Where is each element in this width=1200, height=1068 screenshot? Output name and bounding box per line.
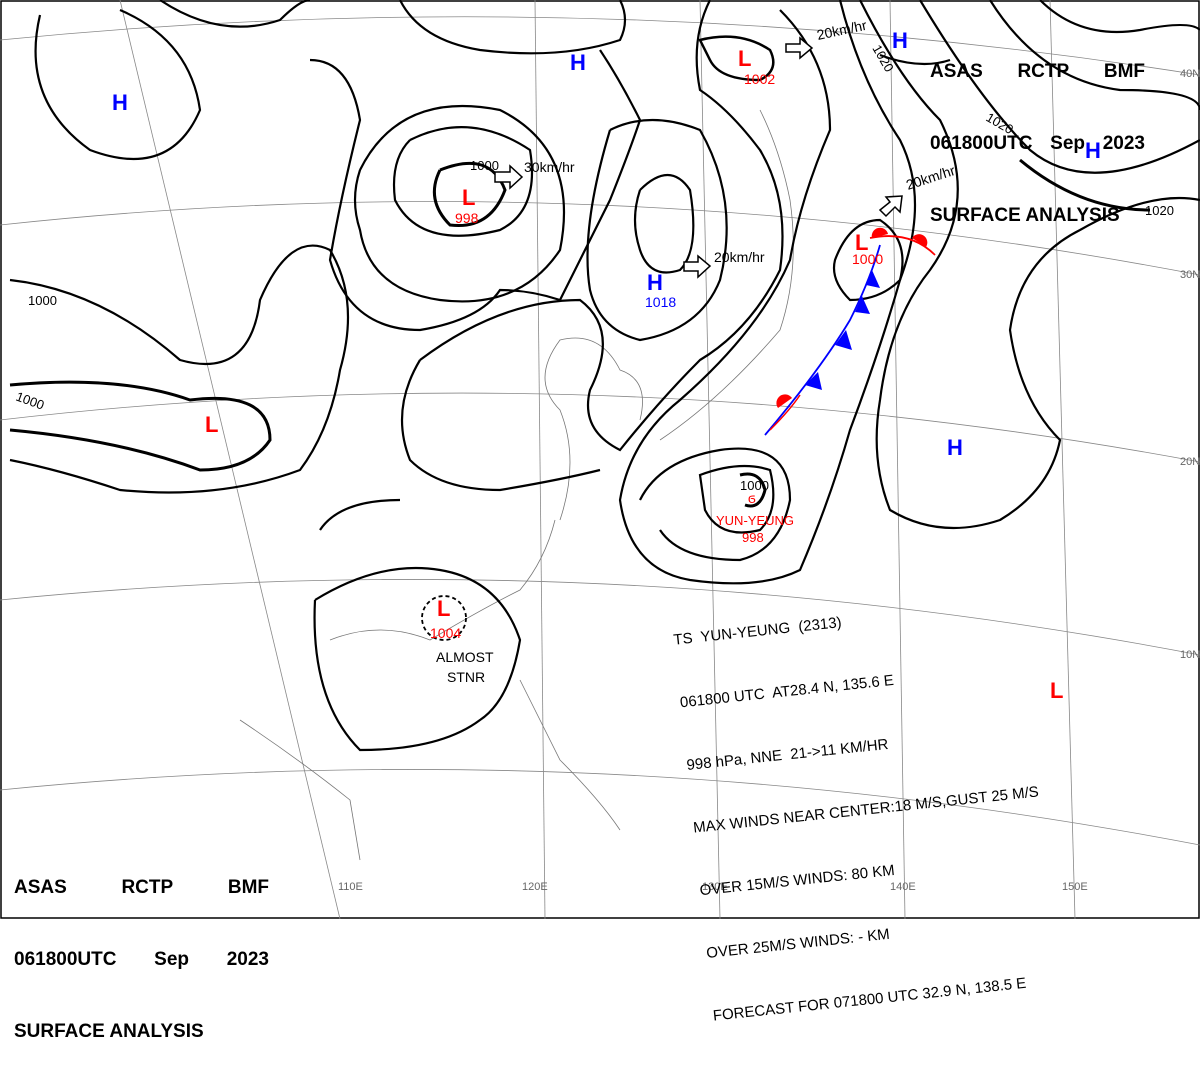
lon-label: 130E [702, 881, 728, 893]
header-title: SURFACE ANALYSIS [930, 205, 1120, 226]
typhoon-info-line: 061800 UTC AT28.4 N, 135.6 E [679, 671, 895, 712]
high-center: H [947, 435, 963, 460]
header-month: Sep [1050, 133, 1086, 154]
header-station: RCTP [1017, 61, 1070, 82]
typhoon-info-line: OVER 15M/S WINDS: 80 KM [698, 861, 896, 900]
pressure-centers: H H H H H H L L L L L L [112, 28, 1101, 703]
movement-label: 30km/hr [524, 159, 575, 175]
low-center: L [205, 412, 218, 437]
center-value: 1004 [430, 625, 461, 641]
header-agency: ASAS [14, 877, 67, 898]
low-center: L [437, 596, 450, 621]
header-station: RCTP [121, 877, 174, 898]
high-center: H [112, 90, 128, 115]
lon-label: 120E [522, 881, 548, 893]
lat-label: 20N [1180, 456, 1200, 468]
lon-label: 110E [338, 881, 363, 893]
latitude-labels: 40N 30N 20N 10N [1180, 68, 1200, 661]
typhoon-info-line: MAX WINDS NEAR CENTER:18 M/S,GUST 25 M/S [692, 783, 1040, 837]
isobar-label: 1000 [28, 293, 57, 308]
graticule [0, 0, 1200, 919]
header-top-right: ASAS RCTP BMF 061800UTC Sep 2023 SURFACE ANA… [930, 12, 1145, 252]
high-center: H [570, 50, 586, 75]
stationary-low-circle [421, 595, 467, 641]
header-month: Sep [154, 949, 190, 970]
isobar-label: 1000 [470, 158, 499, 173]
header-code: BMF [1103, 61, 1145, 82]
lon-label: 140E [890, 881, 916, 893]
typhoon-info-block: TS YUN-YEUNG (2313) 061800 UTC AT28.4 N,… [668, 552, 1062, 1048]
center-value: 1018 [645, 294, 676, 310]
center-values: 1018 998 1002 1000 1004 ALMOST STNR [430, 71, 883, 685]
lat-label: 30N [1180, 269, 1200, 281]
low-center: L [1050, 678, 1063, 703]
header-year: 2023 [226, 949, 269, 970]
isobar-label: 1020 [1145, 203, 1174, 218]
warm-front [769, 227, 936, 431]
header-time: 061800UTC [930, 133, 1033, 154]
typhoon-info-line: FORECAST FOR 071800 UTC 32.9 N, 138.5 E [712, 974, 1028, 1025]
high-center: H [647, 270, 663, 295]
low-center: L [738, 46, 751, 71]
typhoon-info-line: 998 hPa, NNE 21->11 KM/HR [685, 735, 890, 774]
cold-front [764, 244, 881, 436]
isobar-labels: 1000 1000 1000 1020 1020 1020 [14, 42, 1174, 413]
lat-label: 10N [1180, 649, 1200, 661]
header-year: 2023 [1102, 133, 1145, 154]
lon-label: 150E [1062, 881, 1088, 893]
coastlines [239, 109, 794, 861]
high-center: H [1085, 138, 1101, 163]
stationary-note: STNR [447, 669, 485, 685]
movement-arrows [494, 36, 903, 279]
typhoon-isobar-label: 1000 [740, 478, 769, 493]
center-value: 1000 [852, 251, 883, 267]
longitude-labels: 110E 120E 130E 140E 150E [338, 881, 1088, 893]
header-agency: ASAS [930, 61, 983, 82]
stationary-note: ALMOST [436, 649, 494, 665]
movement-label: 20km/hr [714, 249, 765, 265]
typhoon-yun-yeung: 1000 ϭ YUN-YEUNG 998 [716, 478, 794, 545]
typhoon-pressure: 998 [742, 530, 764, 545]
typhoon-name: YUN-YEUNG [716, 513, 794, 528]
low-center: L [462, 185, 475, 210]
low-center: L [855, 230, 868, 255]
typhoon-info-line: TS YUN-YEUNG (2313) [672, 614, 843, 649]
header-code: BMF [227, 877, 269, 898]
tropical-storm-icon: ϭ [748, 490, 756, 506]
header-title: SURFACE ANALYSIS [14, 1021, 204, 1042]
high-center: H [892, 28, 908, 53]
typhoon-info-line: OVER 25M/S WINDS: - KM [705, 925, 891, 962]
isobars [9, 0, 1200, 752]
lat-label: 40N [1180, 68, 1200, 80]
header-time: 061800UTC [14, 949, 117, 970]
center-value: 1002 [744, 71, 775, 87]
weather-map: 30km/hr 20km/hr 20km/hr 20km/hr 1000 100… [0, 0, 1200, 919]
map-frame [0, 0, 1200, 919]
center-value: 998 [455, 210, 479, 226]
header-bottom-left: ASAS RCTP BMF 061800UTC Sep 2023 SURFACE ANA… [14, 828, 269, 1068]
